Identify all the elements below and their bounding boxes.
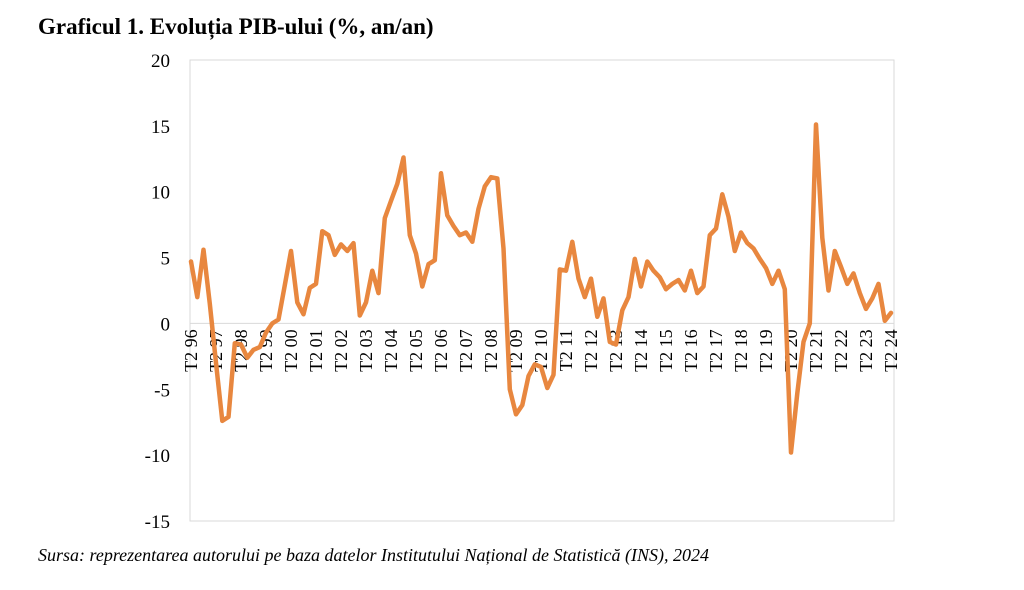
y-tick-label: -15	[145, 512, 170, 533]
y-tick-label: -5	[154, 380, 170, 401]
y-axis: -15 -10 -5 0 5 10 15 20	[145, 51, 894, 533]
x-tick-label: T2 02	[331, 329, 351, 372]
chart-title: Graficul 1. Evoluția PIB-ului (%, an/an)	[38, 14, 434, 39]
x-tick-label: T2 23	[856, 329, 876, 372]
x-tick-label: T2 11	[556, 329, 576, 371]
y-tick-label: 15	[151, 117, 170, 138]
x-tick-label: T2 07	[456, 329, 476, 372]
x-axis: T2 96 T2 97 T2 98 T2 99 T2 00 T2 01 T2 02 T2 03…	[181, 329, 901, 372]
x-tick-label: T2 16	[681, 329, 701, 372]
x-tick-label: T2 24	[881, 329, 901, 372]
x-tick-label: T2 10	[531, 329, 551, 372]
x-tick-label: T2 17	[706, 329, 726, 372]
x-tick-label: T2 01	[306, 329, 326, 372]
source-note: Sursa: reprezentarea autorului pe baza d…	[38, 545, 709, 565]
x-tick-label: T2 96	[181, 329, 201, 372]
y-tick-label: 0	[161, 314, 171, 335]
x-tick-label: T2 98	[231, 329, 251, 372]
y-tick-label: -10	[145, 446, 170, 467]
x-tick-label: T2 05	[406, 329, 426, 372]
gdp-growth-line	[188, 122, 894, 455]
y-tick-label: 5	[161, 249, 171, 270]
plot-area	[189, 59, 895, 522]
y-tick-label: 20	[151, 51, 170, 72]
plot-border	[189, 59, 895, 522]
x-tick-label: T2 06	[431, 329, 451, 372]
x-tick-label: T2 18	[731, 329, 751, 372]
x-tick-label: T2 20	[781, 329, 801, 372]
x-tick-label: T2 04	[381, 329, 401, 372]
x-tick-label: T2 03	[356, 329, 376, 372]
x-tick-label: T2 00	[281, 329, 301, 372]
x-tick-label: T2 09	[506, 329, 526, 372]
x-tick-label: T2 15	[656, 329, 676, 372]
y-tick-label: 10	[151, 183, 170, 204]
x-tick-label: T2 19	[756, 329, 776, 372]
series-layer	[188, 122, 894, 455]
x-tick-label: T2 12	[581, 329, 601, 372]
x-tick-label: T2 14	[631, 329, 651, 372]
x-tick-label: T2 21	[806, 329, 826, 372]
x-tick-label: T2 22	[831, 329, 851, 372]
x-tick-label: T2 08	[481, 329, 501, 372]
